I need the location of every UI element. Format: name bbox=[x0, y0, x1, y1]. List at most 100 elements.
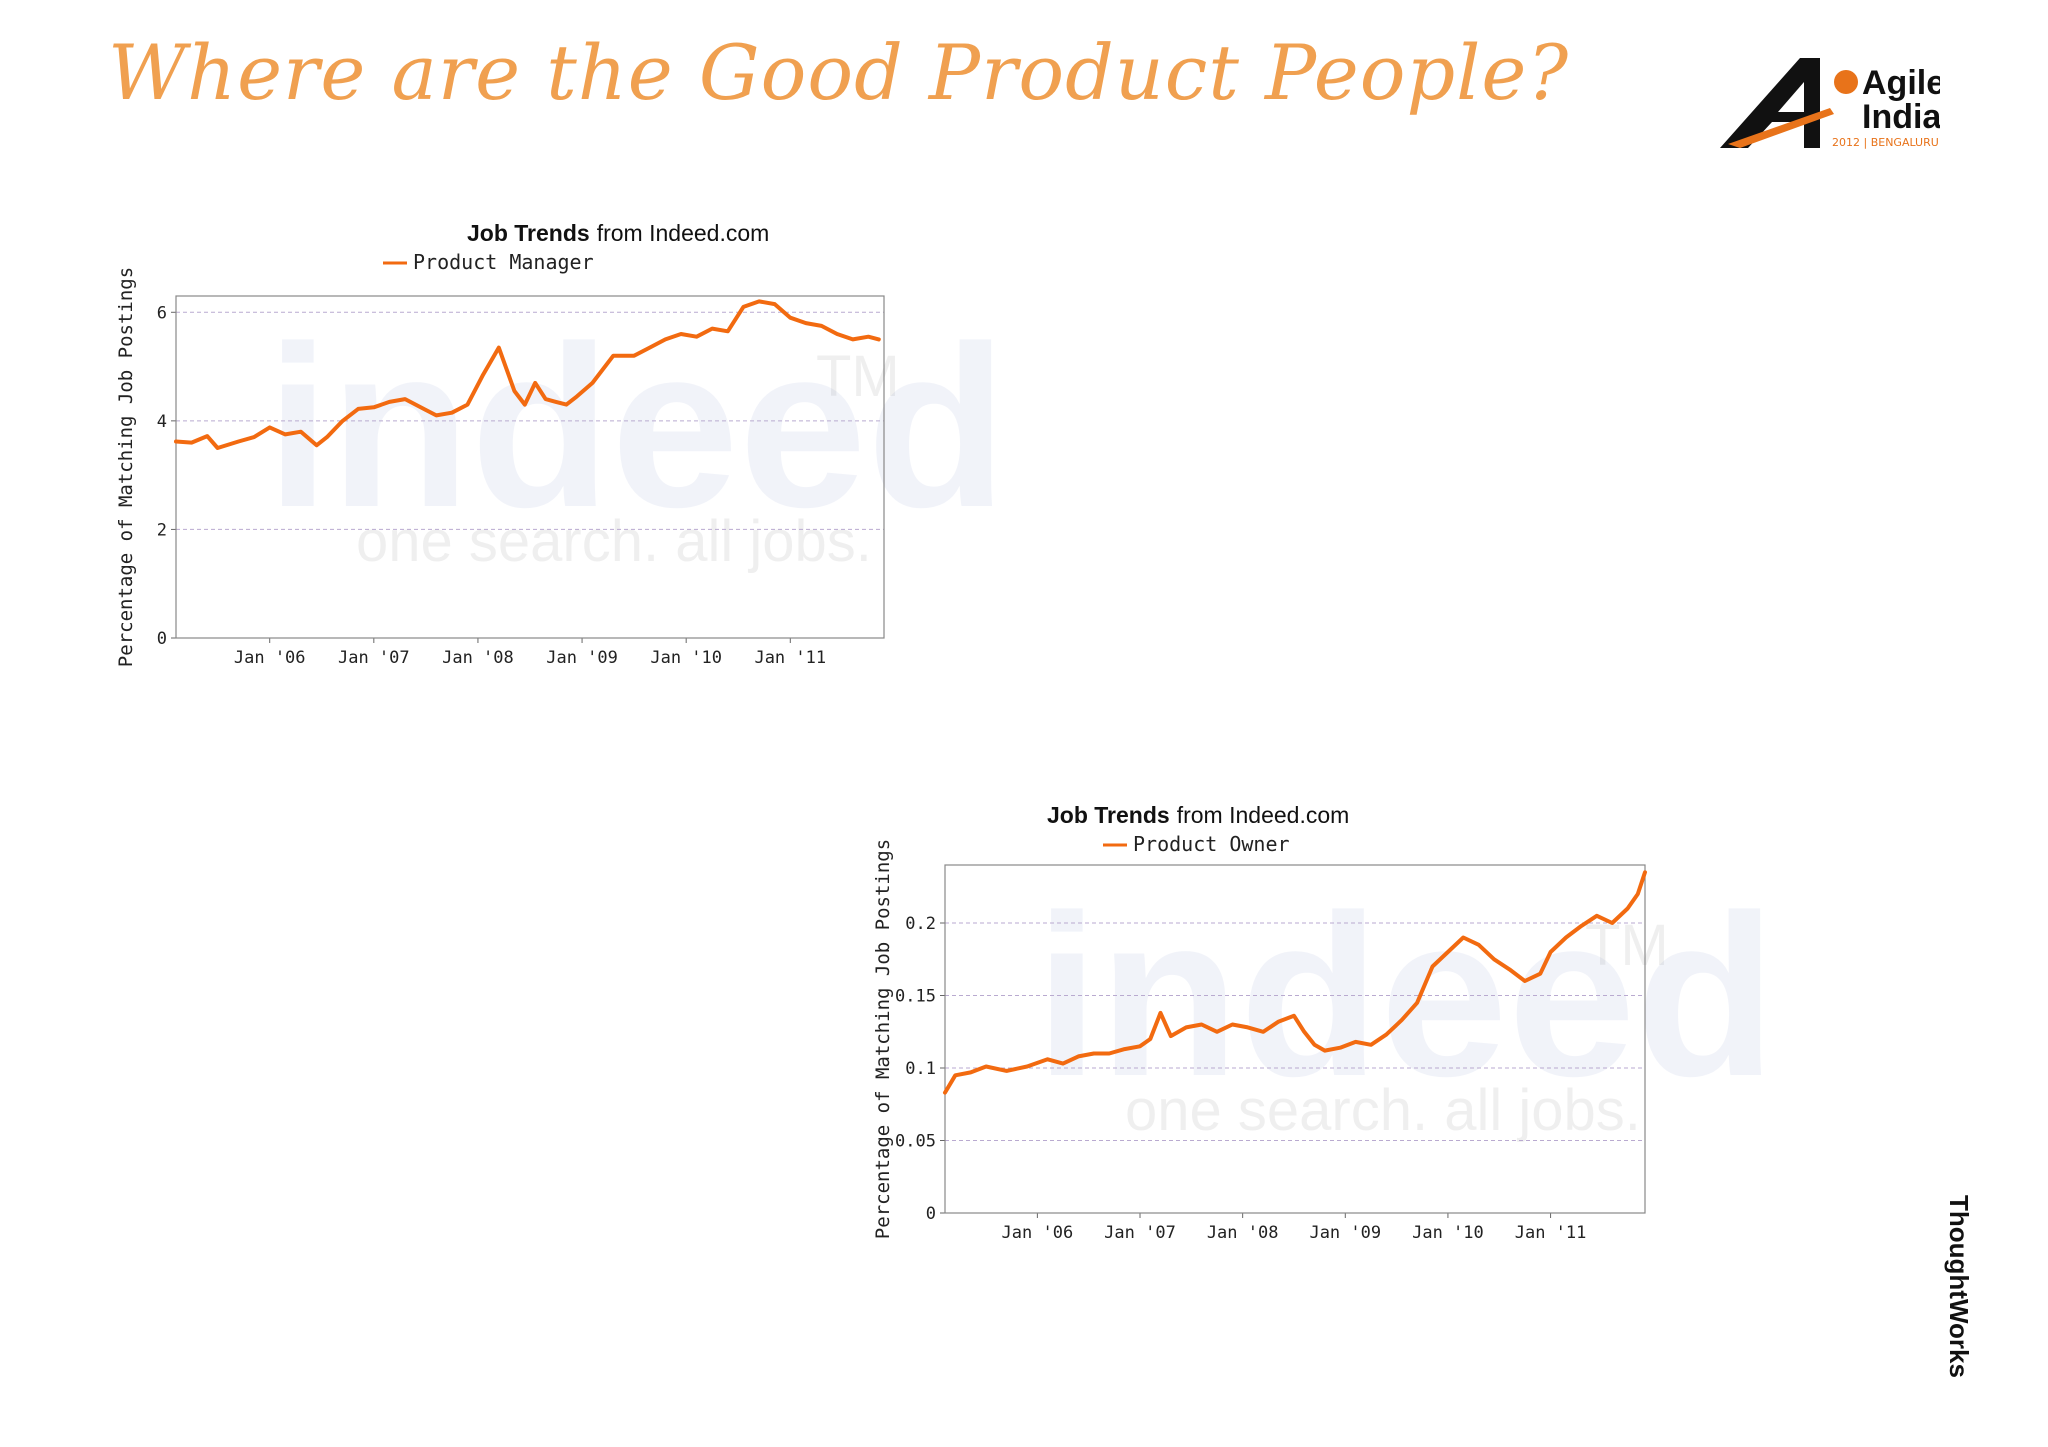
logo-a-cut bbox=[1778, 82, 1804, 112]
data-point bbox=[283, 432, 287, 436]
logo-swoosh bbox=[1728, 108, 1834, 148]
x-tick-label: Jan '07 bbox=[1104, 1223, 1176, 1243]
data-point bbox=[1230, 1023, 1234, 1026]
data-point bbox=[943, 1091, 947, 1095]
data-point bbox=[554, 400, 558, 404]
data-point bbox=[1508, 967, 1512, 971]
data-point bbox=[741, 305, 745, 309]
x-tick-label: Jan '08 bbox=[442, 648, 514, 668]
data-point bbox=[466, 403, 470, 407]
y-tick-label: 0.15 bbox=[895, 987, 936, 1007]
data-point bbox=[497, 346, 501, 350]
data-point bbox=[424, 408, 428, 412]
y-tick-label: 2 bbox=[157, 520, 167, 540]
data-point bbox=[1261, 1030, 1265, 1034]
data-point bbox=[1148, 1037, 1152, 1041]
data-point bbox=[372, 405, 376, 409]
data-point bbox=[679, 332, 683, 336]
chart-title: Job Trends from Indeed.com bbox=[1047, 802, 1349, 828]
data-point bbox=[611, 354, 615, 358]
logo-a-shape bbox=[1720, 58, 1820, 148]
data-point bbox=[1138, 1044, 1142, 1048]
y-tick-label: 0.1 bbox=[905, 1059, 936, 1079]
data-point bbox=[984, 1065, 988, 1069]
data-point bbox=[1169, 1034, 1173, 1038]
data-point bbox=[820, 324, 824, 328]
thoughtworks-brand: ThoughtWorks bbox=[1944, 1195, 1974, 1378]
data-point bbox=[1461, 936, 1465, 939]
data-point bbox=[663, 337, 667, 341]
slide-title: Where are the Good Product People? bbox=[108, 28, 1570, 117]
watermark-tagline: one search. all jobs. bbox=[1125, 1078, 1641, 1143]
y-tick-label: 4 bbox=[157, 412, 167, 432]
data-point bbox=[450, 411, 454, 415]
data-point bbox=[1549, 950, 1553, 954]
data-point bbox=[533, 381, 537, 385]
data-point bbox=[190, 441, 194, 445]
data-point bbox=[1523, 979, 1527, 983]
data-point bbox=[1061, 1062, 1065, 1066]
plot-frame bbox=[944, 864, 1646, 1214]
y-axis-label: Percentage of Matching Job Postings bbox=[872, 839, 894, 1239]
agile-india-logo: Agile India 2012 | BENGALURU bbox=[1720, 58, 1940, 149]
data-point bbox=[1369, 1043, 1373, 1047]
x-tick-label: Jan '11 bbox=[754, 648, 826, 668]
data-point bbox=[1400, 1018, 1404, 1022]
data-point bbox=[1313, 1043, 1317, 1047]
data-point bbox=[1107, 1052, 1111, 1055]
data-point bbox=[1184, 1025, 1188, 1029]
data-point bbox=[252, 435, 256, 439]
data-point bbox=[544, 397, 548, 401]
chart-title-rest: from Indeed.com bbox=[1177, 802, 1350, 828]
data-point bbox=[434, 413, 438, 417]
data-point bbox=[710, 327, 714, 331]
data-point bbox=[1538, 972, 1542, 976]
data-point bbox=[1643, 870, 1647, 874]
data-point bbox=[695, 335, 699, 339]
data-point bbox=[216, 446, 220, 450]
data-point bbox=[1046, 1057, 1050, 1061]
data-point bbox=[1292, 1014, 1296, 1018]
data-point bbox=[1354, 1040, 1358, 1044]
data-point bbox=[1626, 907, 1630, 910]
data-point bbox=[1200, 1023, 1204, 1026]
data-point bbox=[1277, 1020, 1281, 1024]
data-point bbox=[835, 332, 839, 336]
data-point bbox=[481, 373, 485, 377]
x-tick-label: Jan '10 bbox=[1412, 1223, 1484, 1243]
data-point bbox=[1246, 1025, 1250, 1029]
data-point bbox=[1092, 1052, 1096, 1055]
watermark-tagline: one search. all jobs. bbox=[356, 509, 872, 574]
legend-label: Product Owner bbox=[1133, 832, 1290, 856]
x-tick-label: Jan '07 bbox=[338, 648, 410, 668]
data-point bbox=[523, 403, 527, 407]
thoughtworks-text: ThoughtWorks bbox=[1944, 1195, 1974, 1378]
data-point bbox=[953, 1073, 957, 1077]
y-axis-label: Percentage of Matching Job Postings bbox=[115, 267, 137, 667]
data-point bbox=[1384, 1033, 1388, 1037]
data-point bbox=[1415, 1001, 1419, 1005]
data-point bbox=[866, 335, 870, 339]
data-point bbox=[590, 381, 594, 385]
legend-label: Product Manager bbox=[413, 250, 594, 274]
data-point bbox=[325, 435, 329, 439]
data-point bbox=[356, 407, 360, 411]
y-tick-label: 0 bbox=[157, 629, 167, 649]
x-tick-label: Jan '09 bbox=[546, 648, 618, 668]
data-point bbox=[1446, 950, 1450, 954]
x-tick-label: Jan '10 bbox=[650, 648, 722, 668]
data-point bbox=[299, 430, 303, 434]
data-point bbox=[268, 425, 272, 429]
plot-frame bbox=[175, 295, 885, 639]
data-point bbox=[1302, 1030, 1306, 1034]
y-tick-label: 0 bbox=[926, 1204, 936, 1224]
x-tick-label: Jan '11 bbox=[1515, 1223, 1587, 1243]
data-point bbox=[1492, 957, 1496, 961]
data-point bbox=[632, 354, 636, 358]
chart-title-bold: Job Trends bbox=[467, 220, 590, 246]
data-point bbox=[236, 439, 240, 443]
data-point bbox=[1025, 1065, 1029, 1069]
